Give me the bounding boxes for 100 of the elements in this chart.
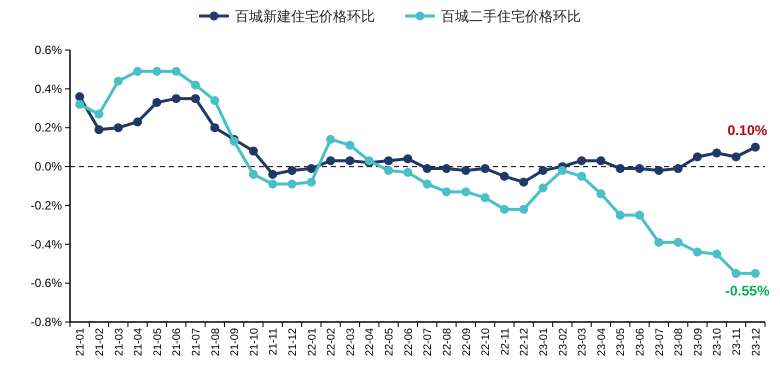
point (500, 172, 509, 181)
point (750, 142, 760, 152)
point (326, 134, 336, 144)
y-tick-label: -0.6% (30, 276, 62, 290)
y-tick-label: -0.8% (30, 315, 62, 329)
x-tick-label: 21-11 (268, 328, 280, 356)
x-tick-label: 21-06 (171, 328, 184, 356)
data-label: -0.55% (725, 282, 770, 298)
point (461, 187, 470, 196)
x-tick-label: 23-08 (673, 328, 686, 356)
point (422, 180, 432, 189)
point (558, 166, 567, 175)
x-tick-label: 23-05 (615, 328, 628, 356)
x-tick-label: 22-06 (402, 328, 415, 356)
x-tick-label: 21-07 (190, 328, 202, 356)
x-tick-label: 22-01 (306, 328, 318, 356)
y-tick-label: -0.2% (30, 198, 62, 212)
legend-label: 百城二手住宅价格环比 (441, 8, 581, 24)
point (190, 80, 200, 90)
x-tick-label: 21-10 (248, 328, 260, 356)
point (732, 268, 741, 278)
point (306, 164, 316, 174)
point (750, 268, 760, 278)
point (248, 170, 258, 179)
data-label: 0.10% (727, 122, 768, 138)
x-tick-label: 22-10 (480, 328, 492, 356)
point (326, 156, 336, 166)
x-tick-label: 23-11 (731, 328, 744, 356)
y-tick-label: 0.4% (34, 82, 62, 96)
x-tick-label: 22-05 (384, 328, 396, 356)
x-tick-label: 22-09 (460, 328, 473, 356)
point (152, 98, 162, 107)
y-tick-label: 0.2% (34, 120, 62, 135)
point (519, 178, 528, 187)
point (596, 189, 606, 198)
x-tick-label: 23-03 (576, 328, 589, 356)
x-tick-label: 22-08 (441, 328, 454, 356)
x-tick-label: 23-07 (654, 328, 666, 356)
point (190, 94, 200, 104)
point (712, 148, 722, 158)
y-tick-label: 0.6% (34, 43, 62, 57)
x-tick-label: 21-05 (152, 328, 164, 356)
y-tick-label: 0.0% (34, 160, 62, 174)
point (152, 66, 162, 76)
point (712, 250, 722, 258)
point (172, 94, 181, 104)
x-tick-label: 23-04 (596, 328, 608, 356)
point (133, 66, 142, 76)
x-tick-label: 21-12 (287, 328, 300, 356)
point (538, 166, 548, 175)
point (654, 166, 664, 175)
point (480, 193, 490, 202)
x-tick-label: 21-08 (210, 328, 222, 356)
point (403, 168, 412, 177)
x-tick-label: 23-01 (538, 328, 550, 356)
point (75, 100, 84, 109)
point (654, 238, 664, 247)
point (692, 152, 702, 162)
point (422, 164, 432, 174)
x-tick-label: 21-01 (74, 328, 87, 356)
x-tick-label: 21-03 (113, 328, 126, 356)
point (442, 187, 451, 196)
point (210, 96, 220, 106)
point (442, 164, 451, 174)
point (635, 164, 644, 174)
point (268, 180, 278, 189)
x-tick-label: 21-04 (132, 328, 145, 356)
point (288, 180, 297, 189)
x-tick-label: 22-04 (364, 328, 376, 356)
point (403, 154, 412, 164)
x-tick-label: 22-02 (326, 328, 338, 356)
point (75, 92, 84, 102)
point (519, 204, 528, 214)
x-tick-label: 22-11 (499, 328, 512, 356)
point (732, 152, 741, 162)
point (94, 110, 104, 119)
point (248, 146, 258, 156)
point (500, 204, 509, 214)
point (577, 156, 586, 166)
x-tick-label: 22-07 (422, 328, 434, 356)
legend-label: 百城新建住宅价格环比 (235, 8, 375, 24)
point (384, 166, 394, 175)
x-tick-label: 23-09 (692, 328, 704, 356)
point (345, 156, 354, 166)
x-tick-label: 23-12 (750, 328, 762, 356)
x-tick-label: 23-06 (634, 328, 647, 356)
point (616, 164, 625, 174)
x-tick-label: 21-02 (94, 328, 106, 356)
point (616, 210, 625, 220)
point (133, 117, 142, 126)
x-tick-label: 23-10 (712, 328, 724, 356)
point (384, 156, 394, 166)
point (94, 125, 104, 134)
point (596, 156, 606, 166)
point (692, 248, 702, 257)
point (306, 178, 316, 187)
x-tick-label: 23-02 (557, 328, 570, 356)
point (210, 123, 220, 132)
point (674, 164, 683, 174)
point (674, 238, 683, 247)
